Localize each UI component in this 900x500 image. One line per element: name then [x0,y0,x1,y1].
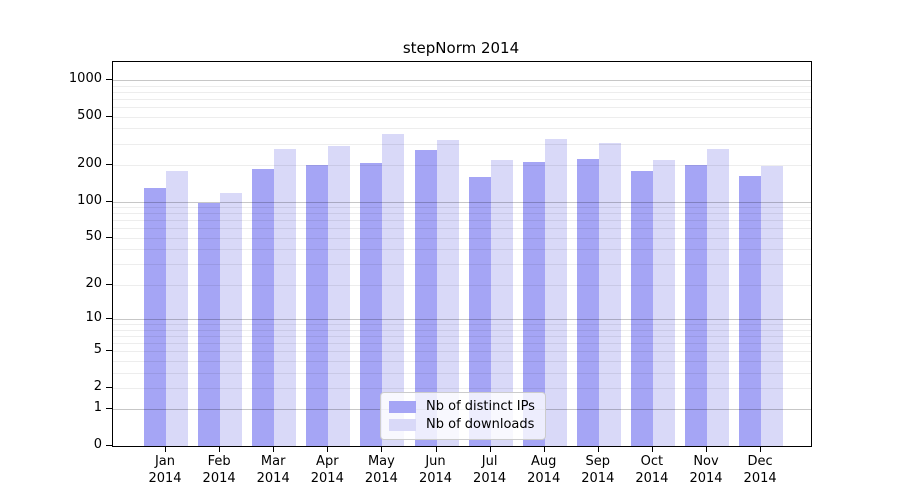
bar-distinct-ips [576,159,599,446]
y-tick [106,236,112,238]
bar-distinct-ips [630,171,653,446]
bar-downloads [490,160,513,446]
x-tick [543,447,545,452]
y-tick-label: 5 [93,342,102,358]
bar-distinct-ips [360,162,383,446]
bar-downloads [652,159,675,446]
distinct-ips-swatch-icon [389,401,416,413]
x-tick [651,447,653,452]
bar-distinct-ips [252,169,275,446]
bar-downloads [436,140,459,446]
y-tick-label: 10 [85,310,102,325]
y-tick-label: 2 [93,378,102,394]
y-tick-label: 100 [77,192,102,208]
x-tick-label: Mar 2014 [256,454,290,486]
plot-area [112,61,812,447]
chart-title: stepNorm 2014 [402,39,520,57]
bar-downloads [166,170,188,446]
legend-label: Nb of downloads [426,417,535,432]
legend-item: Nb of downloads [389,416,535,434]
x-tick-label: May 2014 [364,454,398,486]
x-tick [165,447,166,452]
legend-item: Nb of distinct IPs [389,398,535,416]
bar-downloads [707,149,729,446]
y-tick-label: 0 [93,437,102,452]
bar-downloads [544,139,567,446]
bar-downloads [761,166,784,446]
y-tick [106,318,112,319]
x-tick-label: Dec 2014 [743,454,777,486]
x-tick-label: Apr 2014 [310,454,344,486]
x-tick [273,447,275,452]
y-tick-label: 1 [93,400,102,416]
y-tick-label: 200 [77,156,102,171]
bar-distinct-ips [414,150,437,446]
x-tick [760,447,762,452]
bar-distinct-ips [468,177,491,446]
x-tick-label: Feb 2014 [202,454,236,486]
x-tick [435,447,437,452]
y-tick-label: 20 [85,275,102,291]
y-tick [106,78,112,80]
x-tick-label: Sep 2014 [581,454,615,486]
y-tick [106,283,112,285]
bar-distinct-ips [306,165,329,446]
bar-downloads [220,193,243,446]
y-tick [106,115,112,117]
x-tick [327,447,329,452]
x-tick [706,447,707,452]
y-tick-label: 50 [85,228,102,244]
y-tick [106,164,112,165]
y-tick [106,350,112,352]
bar-distinct-ips [685,165,707,446]
bar-downloads [382,134,405,446]
legend-label: Nb of distinct IPs [426,399,535,414]
y-tick [106,445,112,446]
y-tick-label: 500 [77,107,102,123]
x-tick [381,447,383,452]
bar-downloads [328,146,351,446]
bars-layer [113,62,811,446]
y-tick [106,408,112,410]
x-tick [489,447,491,452]
y-tick [106,200,112,202]
bar-distinct-ips [522,162,545,446]
x-tick [219,447,221,452]
bar-distinct-ips [144,187,166,446]
x-tick [597,447,599,452]
x-tick-label: Jun 2014 [418,454,453,486]
x-tick-label: Jan 2014 [148,454,182,486]
bar-distinct-ips [198,203,221,446]
bar-distinct-ips [739,175,762,446]
downloads-swatch-icon [389,419,416,431]
y-tick [106,386,112,388]
x-tick-label: Oct 2014 [635,454,669,486]
x-tick-label: Jul 2014 [473,454,507,486]
legend: Nb of distinct IPs Nb of downloads [380,392,546,440]
x-tick-label: Nov 2014 [689,454,723,486]
y-tick-label: 1000 [68,70,102,86]
bar-downloads [598,143,621,446]
x-tick-label: Aug 2014 [527,454,561,486]
bar-downloads [274,149,297,446]
